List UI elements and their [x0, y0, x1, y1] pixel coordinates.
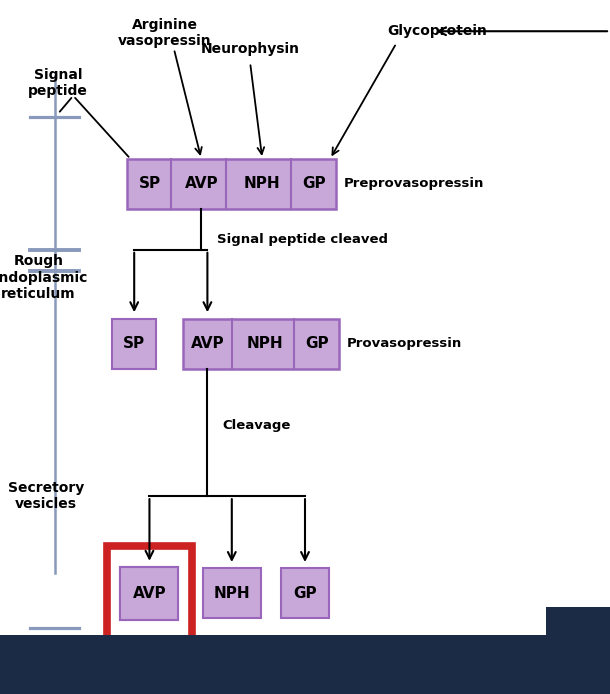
- Text: Cleavage: Cleavage: [223, 419, 291, 432]
- Text: NPH: NPH: [214, 586, 250, 601]
- Text: SP: SP: [123, 336, 145, 351]
- Bar: [281, 568, 329, 618]
- Bar: [112, 319, 156, 369]
- Bar: [0, 635, 610, 694]
- Text: Arginine
vasopressin: Arginine vasopressin: [118, 18, 212, 49]
- Text: AVP: AVP: [184, 176, 218, 192]
- Bar: [107, 545, 192, 641]
- Bar: [203, 568, 260, 618]
- Text: Signal peptide cleaved: Signal peptide cleaved: [217, 233, 387, 246]
- Text: Glycoprotein: Glycoprotein: [387, 24, 487, 38]
- Bar: [127, 159, 336, 209]
- Bar: [121, 567, 178, 620]
- Text: SP: SP: [138, 176, 160, 192]
- Text: Signal
peptide: Signal peptide: [28, 68, 88, 99]
- Text: Provasopressin: Provasopressin: [346, 337, 462, 350]
- Text: AVP: AVP: [132, 586, 167, 601]
- Text: Neurophysin: Neurophysin: [201, 42, 300, 56]
- Text: Secretory
vesicles: Secretory vesicles: [7, 481, 84, 511]
- Text: AVP: AVP: [132, 586, 167, 601]
- Bar: [121, 567, 178, 620]
- Text: GP: GP: [306, 336, 329, 351]
- Bar: [546, 607, 610, 694]
- Text: GP: GP: [303, 176, 326, 192]
- Bar: [183, 319, 339, 369]
- Text: GP: GP: [293, 586, 317, 601]
- Text: Rough
endoplasmic
reticulum: Rough endoplasmic reticulum: [0, 255, 88, 301]
- Text: AVP: AVP: [190, 336, 224, 351]
- Text: NPH: NPH: [247, 336, 284, 351]
- Text: Preprovasopressin: Preprovasopressin: [343, 178, 484, 190]
- Text: NPH: NPH: [244, 176, 281, 192]
